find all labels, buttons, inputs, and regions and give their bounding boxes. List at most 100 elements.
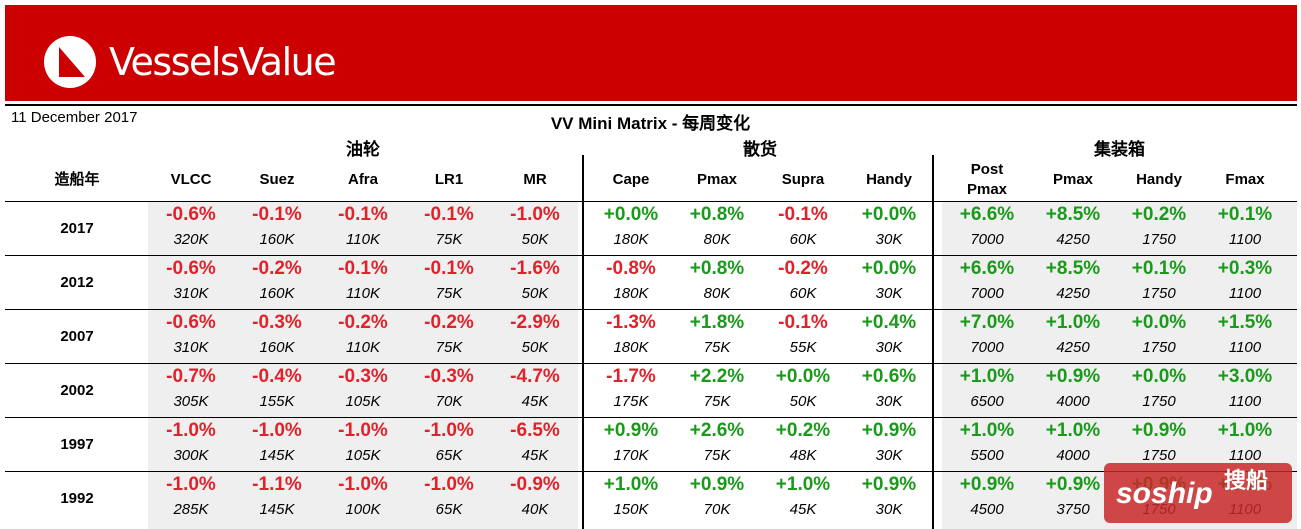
weekly-change-value: +0.2% (1131, 204, 1187, 225)
weekly-change-value: -0.3% (338, 366, 388, 387)
vessel-size-value: 145K (259, 501, 295, 518)
weekly-change-value: +1.0% (959, 420, 1015, 441)
weekly-change-value: +0.9% (861, 474, 917, 495)
weekly-change-value: -0.6% (166, 312, 216, 333)
weekly-change-value: +0.0% (1131, 366, 1187, 387)
weekly-change-value: -0.9% (510, 474, 560, 495)
weekly-change-value: +0.9% (1045, 366, 1101, 387)
weekly-change-value: -0.3% (252, 312, 302, 333)
weekly-change-value: -1.0% (166, 474, 216, 495)
column-header-bulk: Pmax (696, 171, 738, 188)
vessel-size-value: 50K (521, 285, 549, 302)
weekly-change-value: -4.7% (510, 366, 560, 387)
weekly-change-value: -0.1% (338, 204, 388, 225)
weekly-change-value: +1.0% (959, 366, 1015, 387)
brand-name: VesselsValue (109, 40, 337, 84)
weekly-change-value: -0.8% (606, 258, 656, 279)
vessel-size-value: 7000 (970, 339, 1004, 356)
vessel-size-value: 145K (259, 447, 295, 464)
weekly-change-value: -1.0% (510, 204, 560, 225)
weekly-change-value: -2.9% (510, 312, 560, 333)
vessel-size-value: 75K (435, 339, 463, 356)
weekly-change-value: -1.3% (606, 312, 656, 333)
weekly-change-value: -0.1% (424, 258, 474, 279)
weekly-change-value: +2.2% (689, 366, 745, 387)
vessel-size-value: 30K (875, 501, 903, 518)
weekly-change-value: -0.1% (338, 258, 388, 279)
brand-banner: VesselsValue (5, 5, 1297, 101)
vessel-size-value: 5500 (970, 447, 1004, 464)
vessel-size-value: 1750 (1142, 447, 1176, 464)
weekly-change-value: +0.9% (959, 474, 1015, 495)
watermark-cjk: 搜船 (1224, 468, 1269, 493)
column-header-bulk: Cape (612, 171, 650, 188)
weekly-change-value: -1.1% (252, 474, 302, 495)
vessel-size-value: 30K (875, 339, 903, 356)
weekly-change-value: +0.2% (775, 420, 831, 441)
vessel-size-value: 105K (345, 393, 381, 410)
vessel-size-value: 75K (703, 393, 731, 410)
column-header-container: Handy (1136, 171, 1182, 188)
vessel-size-value: 155K (259, 393, 295, 410)
weekly-change-value: -0.1% (424, 204, 474, 225)
vessel-size-value: 110K (346, 285, 380, 302)
vessel-size-value: 75K (703, 339, 731, 356)
vessel-size-value: 160K (259, 285, 295, 302)
vessel-size-value: 305K (173, 393, 209, 410)
table-row: 2007 -0.6% 310K -0.3% 160K -0.2% 110K -0.2% 75K -… (0, 310, 1301, 364)
column-header-container: Fmax (1225, 171, 1265, 188)
weekly-change-value: +0.4% (861, 312, 917, 333)
group-bulk-header: 散货 (743, 140, 777, 159)
vessel-size-value: 80K (703, 285, 731, 302)
column-header-bulk: Supra (781, 171, 825, 188)
brand-logo[interactable]: VesselsValue (43, 35, 337, 89)
vessel-size-value: 45K (521, 447, 549, 464)
vessel-size-value: 285K (173, 501, 209, 518)
group-container-header: 集装箱 (1094, 140, 1145, 159)
vessel-size-value: 75K (435, 231, 463, 248)
vessel-size-value: 45K (521, 393, 549, 410)
vessel-size-value: 4250 (1056, 285, 1090, 302)
vessel-size-value: 70K (703, 501, 731, 518)
weekly-change-value: -0.1% (778, 312, 828, 333)
weekly-change-value: -0.6% (166, 258, 216, 279)
vessel-size-value: 1100 (1228, 231, 1262, 248)
vessel-size-value: 160K (259, 339, 295, 356)
vessel-size-value: 180K (613, 285, 649, 302)
weekly-change-value: -6.5% (510, 420, 560, 441)
weekly-change-value: +0.3% (1217, 258, 1273, 279)
weekly-change-value: +0.8% (689, 258, 745, 279)
weekly-change-value: -1.6% (510, 258, 560, 279)
row-divider (5, 201, 1297, 202)
vessel-size-value: 7000 (970, 285, 1004, 302)
vessel-size-value: 175K (613, 393, 649, 410)
weekly-change-value: +0.0% (775, 366, 831, 387)
weekly-change-value: -1.7% (606, 366, 656, 387)
build-year: 1992 (60, 490, 94, 507)
row-divider (5, 471, 1297, 472)
vessel-size-value: 4000 (1056, 393, 1090, 410)
weekly-change-value: +6.6% (959, 258, 1015, 279)
weekly-change-value: -1.0% (338, 420, 388, 441)
vessel-size-value: 65K (435, 501, 463, 518)
vessel-size-value: 1100 (1228, 285, 1262, 302)
weekly-change-value: +8.5% (1045, 204, 1101, 225)
weekly-change-value: -0.2% (338, 312, 388, 333)
vessel-size-value: 3750 (1056, 501, 1090, 518)
vessel-size-value: 110K (346, 339, 380, 356)
vessel-size-value: 1100 (1228, 447, 1262, 464)
vessel-size-value: 1750 (1142, 231, 1176, 248)
weekly-change-value: +0.9% (861, 420, 917, 441)
weekly-change-value: -0.6% (166, 204, 216, 225)
weekly-change-value: +0.0% (861, 258, 917, 279)
weekly-change-value: -0.2% (424, 312, 474, 333)
weekly-change-value: +2.6% (689, 420, 745, 441)
vessel-size-value: 180K (613, 231, 649, 248)
report-title: VV Mini Matrix - 每周变化 (550, 114, 751, 133)
weekly-change-value: +1.0% (1045, 312, 1101, 333)
vessel-size-value: 30K (875, 285, 903, 302)
weekly-change-value: -1.0% (166, 420, 216, 441)
header-divider (5, 104, 1297, 106)
weekly-change-value: -0.4% (252, 366, 302, 387)
weekly-change-value: +8.5% (1045, 258, 1101, 279)
